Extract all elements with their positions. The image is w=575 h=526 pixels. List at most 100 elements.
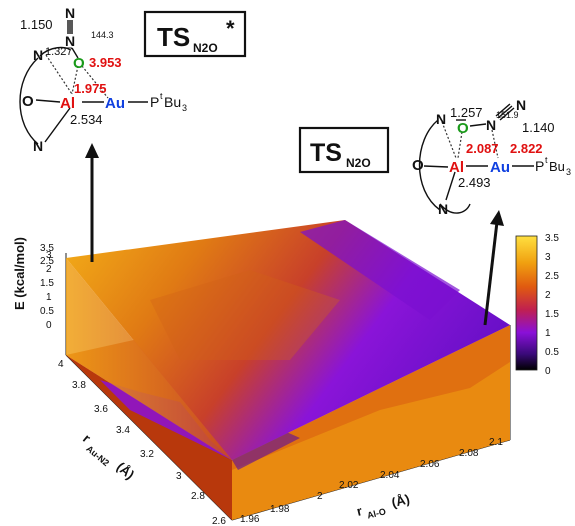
ts-structure: TS N2O N O N N O Al Au N P t Bu 3 1.257 … <box>298 97 571 217</box>
x-axis-ticks: 1.96 1.98 2 2.02 2.04 2.06 2.08 2.1 <box>240 437 503 525</box>
ts-star-ligand-top <box>39 46 71 57</box>
colorbar: 0 0.5 1 1.5 2 2.5 3 3.5 <box>515 233 559 377</box>
x-tick: 2.02 <box>339 480 359 491</box>
ts-star-dash-o-au <box>81 65 109 99</box>
ts-star-atom-n-mid: N <box>65 33 75 49</box>
ts-ligand-arc <box>418 119 441 211</box>
ts-star-bond-nn-triple <box>67 20 73 34</box>
ts-label-box <box>298 126 390 174</box>
ts-bond-nn-triple <box>495 103 515 121</box>
ts-star-ligand-arc <box>19 57 39 145</box>
z-tick: 3 <box>46 250 52 261</box>
pointer-arrows <box>85 143 504 326</box>
ts-dash-n-al <box>441 121 457 159</box>
ts-ligand-sup: t <box>545 155 548 165</box>
ts-star-title-star: * <box>226 16 235 41</box>
ts-title: TS <box>310 139 342 167</box>
ts-dist-al-au: 2.493 <box>458 175 491 190</box>
ts-bond-o-n <box>469 123 487 127</box>
y-axis-ticks: 2.6 2.8 3 3.2 3.4 3.6 3.8 4 <box>58 359 226 526</box>
ts-star-atom-n-top: N <box>65 5 75 21</box>
colorbar-tick: 0.5 <box>545 347 559 358</box>
surface-lower-purple-left <box>100 380 232 460</box>
ts-star-dash-o-al <box>71 65 79 95</box>
ts-star-atom-al: Al <box>60 95 75 112</box>
z-tick: 1.5 <box>40 278 54 289</box>
colorbar-tick: 0 <box>545 366 551 377</box>
y-axis-label-unit: (Å) <box>114 459 137 482</box>
arrow-ts-shaft <box>483 221 499 326</box>
ts-star-title-sub: N2O <box>193 41 218 55</box>
ts-star-title: TS <box>157 22 190 52</box>
x-tick: 1.96 <box>240 514 260 525</box>
y-tick: 3.2 <box>140 449 154 460</box>
ts-star-atom-o-ligand: O <box>22 93 34 110</box>
y-axis-label-sub: Au-N2 <box>84 443 111 468</box>
x-axis-label-sub: Al-O <box>366 506 387 520</box>
arrow-ts-head <box>490 210 504 226</box>
colorbar-tick: 3.5 <box>545 233 559 244</box>
ts-star-angle: 144.3 <box>91 30 114 40</box>
ts-dash-n-au <box>491 129 499 159</box>
colorbar-tick: 2.5 <box>545 271 559 282</box>
ts-bond-al-n-bottom <box>445 171 456 201</box>
ts-star-dist-n-o: 1.327 <box>45 46 73 58</box>
surface-upper <box>66 220 510 460</box>
ts-star-structure: TS N2O * N N O N O Al Au N P t Bu 3 1.15… <box>19 5 247 154</box>
x-axis-label-unit: (Å) <box>390 491 411 510</box>
z-tick: 2.5 <box>40 256 54 267</box>
x-axis-label-r: r <box>355 503 364 519</box>
ts-title-sub: N2O <box>346 156 371 170</box>
surface-upper-mid <box>150 270 340 360</box>
ts-ligand-bu: Bu <box>549 159 565 174</box>
ts-star-dist-al-au: 2.534 <box>70 112 103 127</box>
surface-lower-dark-band <box>232 430 300 470</box>
ts-dist-nn: 1.140 <box>522 120 555 135</box>
z-tick: 0 <box>46 320 52 331</box>
ts-ligand-sub: 3 <box>566 167 571 177</box>
x-tick: 2.06 <box>420 459 440 470</box>
z-tick: 1 <box>46 292 52 303</box>
ts-star-dist-al-o: 1.975 <box>74 81 107 96</box>
ts-star-bond-o-al <box>35 99 61 103</box>
ts-star-atom-au: Au <box>105 95 125 112</box>
z-axis-ticks: 0 0.5 1 1.5 2 2.5 3 3.5 <box>40 243 54 331</box>
ts-star-ligand-ptbu3: P t Bu 3 <box>150 91 187 113</box>
ts-ligand-ptbu3: P t Bu 3 <box>535 155 571 177</box>
y-tick: 4 <box>58 359 64 370</box>
ts-atom-n-left: N <box>436 111 446 127</box>
ts-dist-au-n: 2.822 <box>510 141 543 156</box>
surface-upper-left <box>66 258 232 460</box>
x-tick: 2.08 <box>459 448 479 459</box>
y-tick: 3.8 <box>72 380 86 391</box>
ts-dash-o-al <box>457 131 463 159</box>
colorbar-tick: 1 <box>545 328 551 339</box>
ts-star-bond-n-o <box>71 47 79 59</box>
ts-star-bond-al-n-bottom <box>44 107 71 143</box>
y-tick: 3.4 <box>116 425 130 436</box>
ts-atom-o: O <box>457 120 469 137</box>
ts-atom-n-bottom: N <box>438 201 448 217</box>
z-tick: 0.5 <box>40 306 54 317</box>
ts-star-dash-n-al <box>45 54 73 95</box>
surface-upper-purple <box>300 220 460 320</box>
ts-star-ligand-bu: Bu <box>164 94 181 110</box>
colorbar-tick: 2 <box>545 290 551 301</box>
x-tick: 1.98 <box>270 504 290 515</box>
ts-star-atom-n-bottom: N <box>33 138 43 154</box>
colorbar-tick: 3 <box>545 252 551 263</box>
z-tick: 3.5 <box>40 243 54 254</box>
x-tick: 2.1 <box>489 437 503 448</box>
ts-atom-al: Al <box>449 159 464 176</box>
ts-atom-au: Au <box>490 159 510 176</box>
ts-star-label-box <box>143 10 247 58</box>
surface-lower-left <box>66 355 232 520</box>
arrow-ts-star-head <box>85 143 99 158</box>
x-tick: 2.04 <box>380 470 400 481</box>
ts-star-atom-o: O <box>73 55 85 72</box>
ts-atom-n-mid: N <box>486 117 496 133</box>
ts-bond-o-al <box>423 165 449 168</box>
ts-atom-o-ligand: O <box>412 157 424 174</box>
ts-dist-n-o: 1.257 <box>450 105 483 120</box>
